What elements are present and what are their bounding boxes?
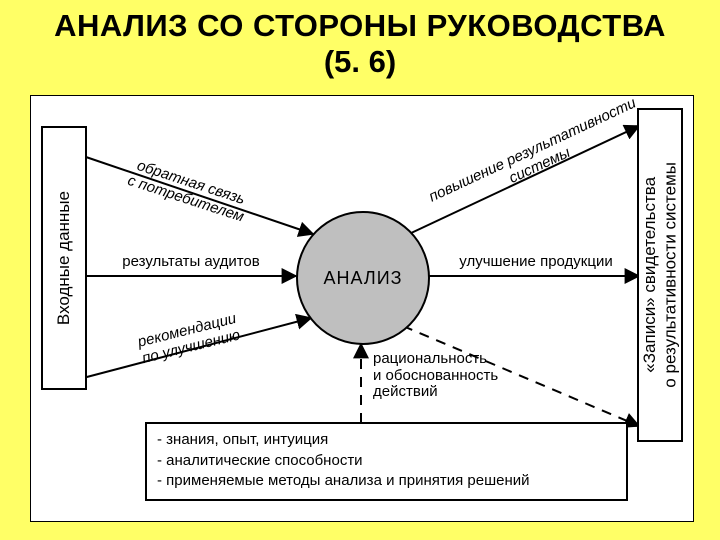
slide: АНАЛИЗ СО СТОРОНЫ РУКОВОДСТВА (5. 6) Вхо…: [0, 0, 720, 540]
analysis-label: АНАЛИЗ: [323, 268, 402, 289]
label-out-bot: рациональность и обоснованность действий: [373, 351, 533, 401]
bottom-line-3: - применяемые методы анализа и принятия …: [157, 471, 616, 491]
inputs-box: Входные данные: [41, 126, 87, 390]
analysis-circle: АНАЛИЗ: [296, 211, 430, 345]
outputs-box: «Записи» свидетельствао результативности…: [637, 108, 683, 442]
label-out-top: повышение результативности системы: [416, 90, 657, 226]
bottom-line-2: - аналитические способности: [157, 451, 616, 471]
label-in-bot: рекомендации по улучшению: [93, 300, 285, 378]
bottom-line-1: - знания, опыт, интуиция: [157, 430, 616, 450]
label-in-top: обратная связь с потребителем: [93, 146, 284, 236]
label-out-mid: улучшение продукции: [441, 254, 631, 271]
title-line-2: (5. 6): [0, 44, 720, 80]
title-line-1: АНАЛИЗ СО СТОРОНЫ РУКОВОДСТВА: [0, 8, 720, 44]
outputs-box-label: «Записи» свидетельствао результативности…: [640, 162, 681, 388]
label-in-mid: результаты аудитов: [91, 254, 291, 271]
diagram-panel: Входные данные «Записи» свидетельствао р…: [30, 95, 694, 522]
slide-title: АНАЛИЗ СО СТОРОНЫ РУКОВОДСТВА (5. 6): [0, 8, 720, 79]
bottom-box: - знания, опыт, интуиция - аналитические…: [145, 422, 628, 501]
inputs-box-label: Входные данные: [54, 191, 74, 325]
